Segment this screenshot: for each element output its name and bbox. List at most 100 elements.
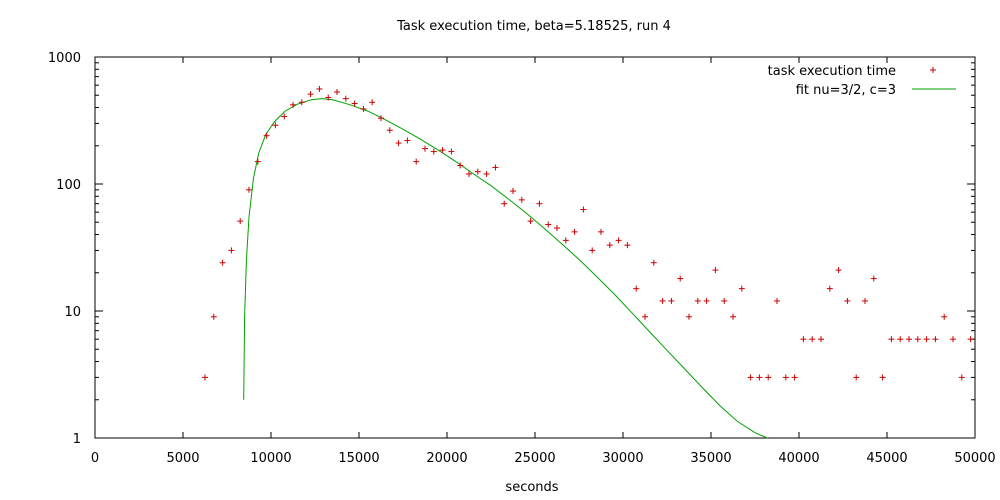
data-point bbox=[879, 374, 886, 381]
x-tick-label: 30000 bbox=[602, 451, 643, 466]
data-point bbox=[721, 297, 728, 304]
data-point bbox=[826, 285, 833, 292]
data-point bbox=[694, 297, 701, 304]
data-point bbox=[800, 336, 807, 343]
y-tick-label: 1 bbox=[73, 432, 81, 447]
data-point bbox=[897, 336, 904, 343]
fit-line bbox=[243, 98, 768, 439]
x-tick-label: 45000 bbox=[866, 451, 907, 466]
legend: task execution time fit nu=3/2, c=3 bbox=[768, 64, 956, 98]
data-point bbox=[466, 170, 472, 177]
data-point bbox=[598, 228, 604, 235]
data-point bbox=[738, 285, 745, 292]
data-point bbox=[853, 374, 860, 381]
y-tick-label: 100 bbox=[56, 178, 81, 193]
data-point bbox=[246, 186, 252, 193]
data-point bbox=[210, 313, 217, 320]
data-point bbox=[862, 297, 868, 304]
data-point bbox=[527, 218, 534, 225]
data-point bbox=[439, 147, 446, 154]
data-point bbox=[351, 100, 358, 107]
data-point bbox=[562, 237, 569, 244]
data-point bbox=[782, 374, 789, 381]
data-point bbox=[298, 99, 305, 106]
data-point bbox=[967, 336, 974, 343]
data-point bbox=[580, 206, 587, 213]
data-point bbox=[677, 275, 684, 282]
data-point bbox=[870, 275, 877, 282]
data-point bbox=[290, 101, 296, 108]
y-tick-label: 10 bbox=[64, 305, 81, 320]
data-point bbox=[325, 94, 332, 101]
x-tick-label: 40000 bbox=[778, 451, 819, 466]
x-tick-label: 15000 bbox=[338, 451, 379, 466]
data-point bbox=[765, 374, 772, 381]
data-point bbox=[281, 113, 288, 120]
data-point bbox=[430, 148, 437, 155]
x-axis-label: seconds bbox=[505, 480, 558, 495]
data-point bbox=[756, 374, 763, 381]
data-point bbox=[378, 115, 384, 122]
data-point bbox=[914, 336, 921, 343]
data-point bbox=[818, 336, 824, 343]
data-point bbox=[237, 218, 244, 225]
data-point bbox=[510, 188, 516, 195]
data-point bbox=[712, 267, 719, 274]
data-point bbox=[888, 336, 895, 343]
data-point bbox=[228, 247, 235, 254]
data-point bbox=[219, 259, 226, 266]
x-tick-label: 25000 bbox=[514, 451, 555, 466]
data-point bbox=[395, 140, 402, 147]
x-tick-label: 5000 bbox=[166, 451, 199, 466]
data-point bbox=[422, 145, 428, 152]
data-point bbox=[659, 297, 666, 304]
chart-title: Task execution time, beta=5.18525, run 4 bbox=[396, 19, 671, 34]
x-tick-label: 10000 bbox=[250, 451, 291, 466]
data-point bbox=[474, 168, 481, 175]
data-point bbox=[571, 228, 578, 235]
data-point bbox=[950, 336, 956, 343]
data-point bbox=[906, 336, 912, 343]
x-tick-label: 50000 bbox=[954, 451, 995, 466]
data-point bbox=[492, 164, 499, 171]
data-point bbox=[404, 137, 411, 144]
data-point bbox=[650, 259, 657, 266]
data-point bbox=[923, 336, 930, 343]
data-point bbox=[624, 242, 631, 249]
data-point bbox=[642, 313, 648, 320]
data-point bbox=[457, 162, 464, 169]
data-point bbox=[809, 336, 816, 343]
data-point bbox=[941, 313, 948, 320]
data-point bbox=[747, 374, 754, 381]
data-point bbox=[606, 242, 613, 249]
y-tick-label: 1000 bbox=[48, 51, 81, 66]
data-point bbox=[686, 313, 692, 320]
data-point bbox=[774, 297, 780, 304]
data-point bbox=[369, 99, 376, 106]
data-point bbox=[615, 237, 622, 244]
data-point bbox=[633, 285, 640, 292]
data-point bbox=[589, 247, 596, 254]
data-point bbox=[360, 105, 367, 112]
x-tick-label: 35000 bbox=[690, 451, 731, 466]
data-point bbox=[932, 336, 939, 343]
data-point bbox=[413, 158, 420, 165]
data-point bbox=[958, 374, 965, 381]
legend-marker-task-execution-time bbox=[930, 67, 936, 73]
data-point bbox=[835, 267, 842, 274]
data-point bbox=[334, 89, 340, 96]
x-tick-label: 20000 bbox=[426, 451, 467, 466]
data-point bbox=[448, 148, 455, 155]
data-point bbox=[386, 127, 393, 134]
data-point bbox=[316, 85, 323, 92]
data-point bbox=[483, 170, 490, 177]
data-point bbox=[668, 297, 675, 304]
data-point bbox=[202, 374, 208, 381]
data-point bbox=[501, 200, 508, 207]
legend-label-fit: fit nu=3/2, c=3 bbox=[796, 83, 896, 98]
data-point bbox=[730, 313, 736, 320]
data-point bbox=[342, 95, 349, 102]
data-point bbox=[703, 297, 710, 304]
data-point bbox=[844, 297, 851, 304]
